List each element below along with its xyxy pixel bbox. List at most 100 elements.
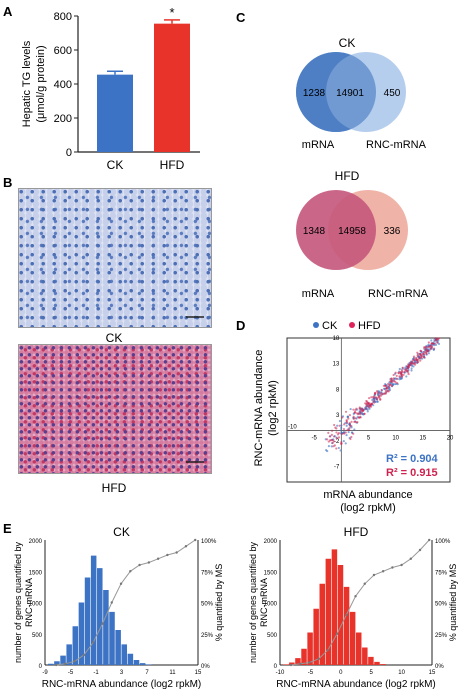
- d-point-hfd: [335, 447, 338, 450]
- d-point-hfd: [414, 363, 417, 366]
- d-point-hfd: [342, 427, 346, 431]
- e-hfd-x-tick-label: -5: [308, 670, 314, 676]
- venn-ck-right-count: 450: [384, 88, 401, 99]
- e-hfd-bar: [283, 664, 289, 665]
- d-point-hfd: [352, 432, 355, 435]
- d-point-ck: [337, 446, 340, 450]
- a-bar-ck: [97, 74, 133, 152]
- e-hfd-x-tick-label: -10: [276, 670, 285, 676]
- d-point-hfd: [341, 432, 344, 435]
- d-point-hfd: [348, 428, 351, 432]
- e-hfd-pct-point: [381, 570, 385, 573]
- e-ck-pct-point: [184, 545, 188, 548]
- d-point-hfd: [348, 426, 351, 429]
- d-plot-frame: [286, 337, 451, 483]
- e-hfd-pct-point: [372, 573, 376, 577]
- e-hfd-y-tick-label: 500: [267, 633, 278, 639]
- d-point-hfd: [380, 388, 383, 392]
- e-ck-bar: [127, 653, 134, 665]
- d-point-ck: [349, 407, 352, 411]
- e-ck-pct-point: [138, 563, 141, 567]
- d-point-hfd: [432, 347, 436, 350]
- d-point-hfd: [396, 377, 399, 380]
- d-point-hfd: [369, 403, 373, 406]
- e-ck-bar: [90, 555, 97, 665]
- d-point-hfd: [357, 412, 360, 415]
- e-ck-pct-point: [110, 601, 113, 604]
- d-point-ck: [338, 419, 342, 423]
- d-point-hfd: [395, 374, 398, 378]
- e-ck-pct-point: [73, 660, 76, 663]
- d-point-hfd: [407, 364, 411, 367]
- d-point-hfd: [420, 354, 424, 357]
- d-point-hfd: [394, 371, 397, 374]
- e-ck-x-label: RNC-mRNA abundance (log2 rpkM): [42, 679, 202, 690]
- d-point-hfd: [384, 389, 387, 392]
- venn-hfd-right-label: RNC-mRNA: [368, 288, 429, 300]
- d-point-hfd: [343, 432, 346, 435]
- e-ck-bar: [60, 655, 66, 665]
- d-legend-label-ck: CK: [322, 320, 338, 332]
- e-ck-x-tick-label: -9: [42, 670, 48, 676]
- d-point-hfd: [407, 372, 410, 376]
- d-point-hfd: [377, 396, 380, 399]
- e-ck-bar: [139, 663, 146, 665]
- e-hfd-pct-line: [291, 539, 430, 666]
- e-ck-y-tick-label: 500: [32, 633, 43, 639]
- panel-label-d: D: [236, 318, 245, 333]
- d-point-hfd: [346, 428, 349, 432]
- d-r2-ck: R² = 0.904: [386, 453, 439, 465]
- d-point-hfd: [379, 398, 382, 401]
- d-point-hfd: [403, 370, 406, 374]
- d-point-hfd: [358, 406, 361, 409]
- e-ck-bar: [109, 611, 115, 665]
- d-x-label-1: mRNA abundance: [323, 489, 412, 501]
- e-ck-x-tick-label: 15: [195, 670, 202, 676]
- d-point-hfd: [407, 367, 410, 370]
- e-hfd-bar: [301, 648, 307, 665]
- d-point-hfd: [332, 440, 336, 443]
- e-hfd-bar: [380, 664, 386, 665]
- d-point-hfd: [425, 346, 428, 349]
- d-point-hfd: [384, 384, 388, 387]
- d-point-hfd: [423, 346, 426, 349]
- e-ck-pct-point: [92, 641, 95, 644]
- e-ck-pct-point: [175, 551, 178, 554]
- d-point-hfd: [345, 420, 348, 423]
- e-ck-pct-point: [166, 553, 169, 557]
- d-point-hfd: [402, 373, 405, 376]
- d-point-hfd: [328, 435, 331, 438]
- e-ck-pct-line: [56, 539, 196, 666]
- d-point-hfd: [404, 369, 407, 372]
- e-ck-y2-tick-label: 100%: [201, 539, 217, 545]
- d-point-hfd: [360, 407, 364, 410]
- d-point-ck: [345, 434, 348, 437]
- chart-scatter: -5 5 10 15 20 -10 18 13 8 3 -2 -7 CK HFD R² = 0.904 R² …: [253, 320, 454, 514]
- d-point-hfd: [425, 348, 428, 351]
- venn-hfd-right-count: 336: [384, 226, 401, 237]
- d-point-hfd: [353, 420, 356, 423]
- d-point-hfd: [381, 393, 384, 396]
- d-point-hfd: [412, 355, 416, 358]
- e-hfd-x-tick-label: 5: [370, 670, 374, 676]
- d-point-hfd: [373, 395, 376, 398]
- e-hfd-title: HFD: [344, 525, 369, 539]
- a-x-tick-label: CK: [107, 158, 124, 172]
- d-point-hfd: [337, 432, 341, 435]
- d-point-hfd: [419, 349, 422, 352]
- e-ck-title: CK: [113, 525, 130, 539]
- d-point-hfd: [334, 426, 337, 429]
- e-ck-pct-point: [101, 622, 104, 625]
- e-ck-bar: [66, 644, 72, 665]
- d-point-hfd: [423, 356, 426, 359]
- d-point-hfd: [349, 424, 352, 427]
- venn-ck-left-label: mRNA: [302, 139, 335, 151]
- e-ck-bar: [78, 602, 85, 665]
- d-point-ck: [344, 442, 347, 445]
- d-point-hfd: [393, 379, 396, 383]
- venn-ck: CK 1238 14901 450 mRNA RNC-mRNA: [296, 36, 427, 151]
- d-point-hfd: [367, 404, 370, 407]
- e-hfd-pct-point: [335, 632, 339, 635]
- d-point-ck: [383, 387, 386, 390]
